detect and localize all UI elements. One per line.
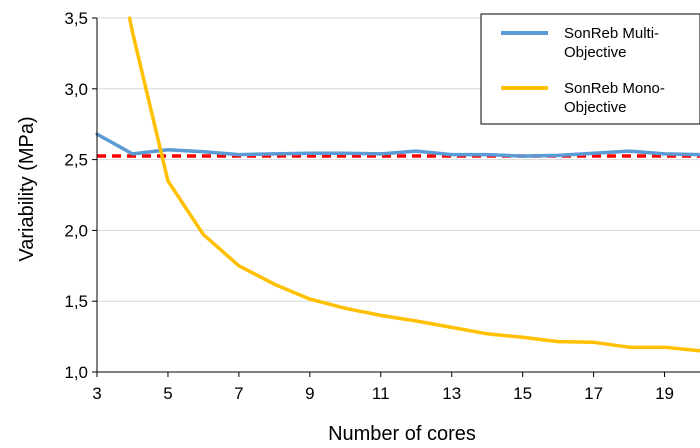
data-point — [272, 152, 276, 156]
y-tick-label: 1,0 — [64, 363, 88, 382]
data-point — [343, 306, 347, 310]
data-point — [201, 150, 206, 154]
data-point — [556, 153, 560, 157]
legend-label-mono-objective-line1: SonReb Mono- — [564, 80, 665, 97]
data-point — [237, 153, 241, 157]
x-tick-label: 7 — [234, 384, 243, 403]
data-point — [308, 297, 312, 301]
data-point — [521, 335, 525, 339]
data-point — [166, 179, 170, 183]
legend-label-multi-objective-line1: SonReb Multi- — [564, 25, 659, 42]
x-tick-label: 15 — [513, 384, 532, 403]
data-point — [662, 345, 667, 349]
data-point — [627, 345, 631, 349]
x-tick-label: 17 — [584, 384, 603, 403]
y-tick-label: 2,0 — [64, 221, 88, 240]
x-tick-label: 13 — [442, 384, 461, 403]
data-point — [521, 154, 525, 158]
data-point — [308, 151, 312, 155]
legend-label-mono-objective-line2: Objective — [564, 99, 627, 116]
x-tick-label: 9 — [305, 384, 314, 403]
data-point — [130, 30, 135, 34]
data-point — [414, 319, 418, 323]
y-tick-label: 3,0 — [64, 80, 88, 99]
data-point — [272, 282, 276, 286]
y-tick-label: 2,5 — [64, 151, 88, 170]
x-axis-title: Number of cores — [328, 423, 476, 445]
data-point — [591, 151, 596, 155]
series-layer — [95, 16, 700, 353]
series-line-mono-objective — [127, 18, 700, 353]
data-point — [556, 339, 560, 344]
x-tick-label: 11 — [372, 384, 390, 403]
data-point — [201, 233, 206, 237]
data-point — [591, 340, 596, 344]
data-point — [662, 152, 667, 156]
x-tick-label: 3 — [92, 384, 101, 403]
data-point — [237, 264, 241, 268]
data-point — [166, 148, 170, 152]
y-axis-title: Variability (MPa) — [16, 116, 38, 261]
x-tick-label: 5 — [163, 384, 172, 403]
data-point — [343, 151, 347, 155]
legend-label-multi-objective-line2: Objective — [564, 44, 627, 61]
series-line-multi-objective — [97, 132, 700, 158]
axes — [92, 17, 700, 377]
data-point — [379, 152, 383, 156]
data-point — [128, 16, 132, 20]
data-point — [485, 153, 489, 157]
data-point — [627, 149, 631, 153]
y-tick-label: 1,5 — [64, 292, 88, 311]
legend: SonReb Multi- Objective SonReb Mono- Obj… — [480, 13, 700, 125]
data-point — [450, 153, 454, 157]
data-point — [414, 149, 418, 153]
tick-labels: 1,0 1,5 2,0 2,5 3,0 3,5 3 5 7 9 11 13 15 17 19 — [64, 9, 674, 403]
data-point — [485, 332, 489, 336]
data-point — [450, 325, 454, 329]
y-tick-label: 3,5 — [64, 9, 88, 28]
data-point — [379, 313, 383, 317]
x-tick-label: 19 — [655, 384, 674, 403]
data-point — [130, 152, 135, 156]
